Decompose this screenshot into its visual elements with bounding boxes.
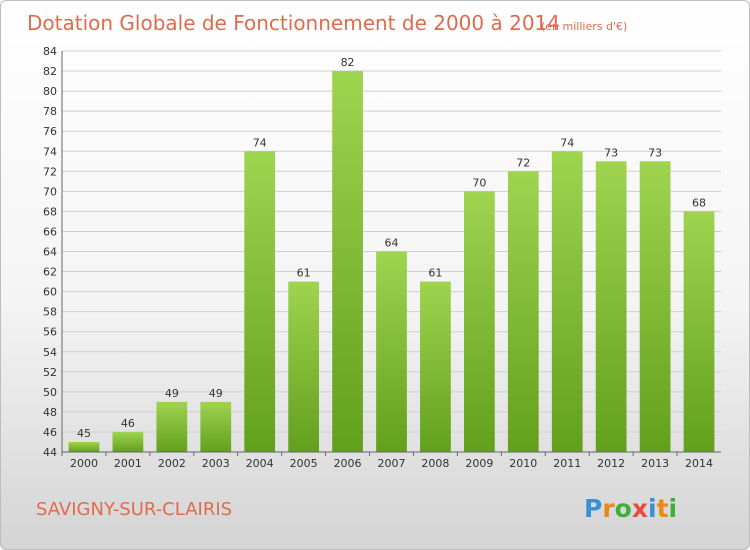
y-tick-label: 70 [43, 185, 57, 198]
y-tick-label: 60 [43, 286, 57, 299]
bar-2002 [156, 401, 188, 452]
data-labels: 45 46 49 49 74 61 82 64 61 70 72 74 73 73 68 [77, 56, 706, 440]
data-label-2013: 73 [648, 146, 662, 159]
x-tick-label: 2009 [465, 457, 493, 470]
x-axis-ticks: 2000 2001 2002 2003 2004 2005 2006 2007 2008 2009… [61, 452, 713, 470]
x-tick-label: 2001 [114, 457, 142, 470]
chart-subtitle: (en milliers d'€) [541, 20, 627, 33]
data-label-2008: 61 [428, 267, 442, 280]
y-tick-label: 46 [43, 426, 57, 439]
y-tick-label: 78 [43, 105, 57, 118]
bar-2000 [68, 441, 100, 452]
data-label-2011: 74 [560, 136, 574, 149]
y-tick-label: 64 [43, 246, 57, 259]
x-tick-label: 2012 [597, 457, 625, 470]
y-tick-label: 50 [43, 386, 57, 399]
data-label-2007: 64 [385, 237, 399, 250]
data-label-2001: 46 [121, 417, 135, 430]
x-tick-label: 2002 [158, 457, 186, 470]
logo-letter: P [584, 494, 602, 523]
axis-lines [61, 51, 721, 453]
x-tick-label: 2010 [509, 457, 537, 470]
x-tick-label: 2005 [290, 457, 318, 470]
bar-2009 [463, 191, 495, 452]
bar-2008 [420, 281, 451, 452]
y-tick-label: 82 [43, 65, 57, 78]
bar-2003 [200, 401, 232, 452]
x-tick-label: 2011 [553, 457, 581, 470]
data-label-2000: 45 [77, 427, 91, 440]
x-tick-label: 2007 [378, 457, 406, 470]
y-tick-label: 72 [43, 165, 57, 178]
y-tick-label: 58 [43, 306, 57, 319]
data-label-2003: 49 [209, 387, 223, 400]
logo-letter: x [632, 494, 648, 523]
y-tick-label: 48 [43, 406, 57, 419]
x-tick-label: 2000 [70, 457, 98, 470]
x-tick-label: 2006 [334, 457, 362, 470]
logo-letter: r [602, 494, 615, 523]
data-label-2006: 82 [341, 56, 355, 69]
bar-2005 [288, 281, 320, 452]
bar-2001 [112, 431, 144, 452]
y-tick-label: 68 [43, 205, 57, 218]
proxiti-logo: Proxiti [584, 494, 677, 523]
data-label-2010: 72 [516, 156, 530, 169]
data-label-2005: 61 [297, 267, 311, 280]
y-tick-label: 56 [43, 326, 57, 339]
data-label-2014: 68 [692, 196, 706, 209]
bar-2014 [683, 211, 715, 452]
y-tick-label: 80 [43, 85, 57, 98]
bar-2011 [551, 151, 583, 452]
data-label-2009: 70 [472, 176, 486, 189]
logo-letter: o [615, 494, 632, 523]
y-tick-label: 66 [43, 225, 57, 238]
bar-layer [68, 71, 715, 453]
data-label-2002: 49 [165, 387, 179, 400]
logo-letter: t [657, 494, 669, 523]
data-label-2012: 73 [604, 146, 618, 159]
bar-2006 [332, 71, 363, 453]
bar-2013 [639, 161, 671, 452]
x-tick-label: 2013 [641, 457, 669, 470]
y-tick-label: 52 [43, 366, 57, 379]
y-tick-label: 62 [43, 266, 57, 279]
y-tick-label: 44 [43, 446, 57, 459]
logo-letter: i [669, 494, 678, 523]
x-tick-label: 2003 [202, 457, 230, 470]
y-tick-label: 76 [43, 125, 57, 138]
y-tick-label: 54 [43, 346, 57, 359]
x-tick-label: 2014 [685, 457, 713, 470]
data-label-2004: 74 [253, 136, 267, 149]
y-axis-ticks: 44 46 48 50 52 54 56 58 60 62 64 66 68 70 72 74 76 78 80 82… [43, 45, 57, 459]
commune-name: SAVIGNY-SUR-CLAIRIS [36, 499, 232, 520]
chart-title: Dotation Globale de Fonctionnement de 20… [27, 11, 560, 35]
x-tick-label: 2004 [246, 457, 274, 470]
y-tick-label: 84 [43, 45, 57, 58]
bar-2010 [507, 171, 539, 453]
bar-2004 [244, 151, 276, 452]
logo-letter: i [648, 494, 657, 523]
x-tick-label: 2008 [421, 457, 449, 470]
bar-2007 [376, 251, 407, 452]
bar-2012 [595, 161, 627, 452]
y-tick-label: 74 [43, 145, 57, 158]
